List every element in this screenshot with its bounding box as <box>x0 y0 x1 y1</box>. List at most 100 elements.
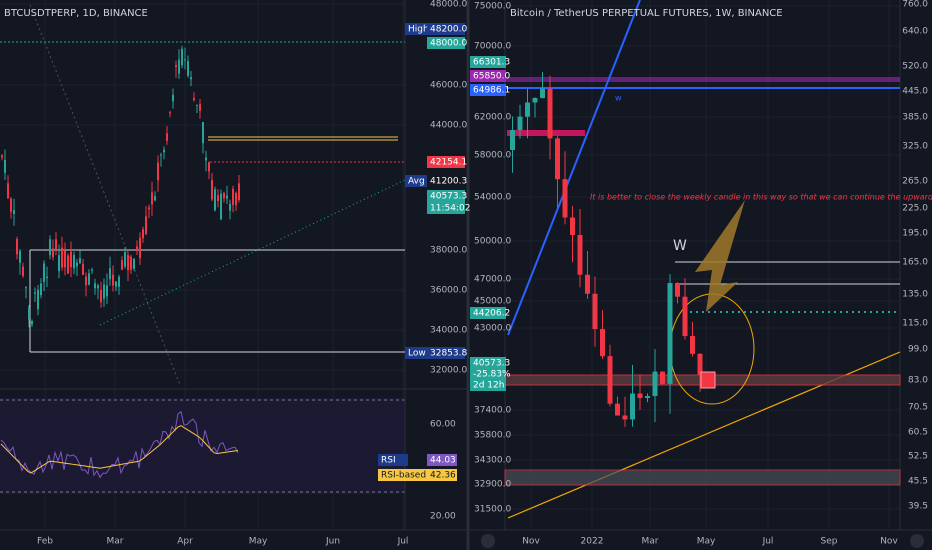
candle <box>1 155 3 158</box>
candle <box>555 138 560 180</box>
candle <box>163 149 165 153</box>
badge-value: 40573.3 <box>430 192 467 202</box>
countdown: 2d 12h <box>473 381 504 391</box>
rsi-ma-name: RSI-based MA <box>381 471 444 481</box>
right-axis-label: 195.0 <box>902 229 928 239</box>
candle <box>166 133 168 141</box>
right-axis-label: 445.0 <box>902 87 928 97</box>
candle <box>600 329 605 357</box>
rsi-value-bg <box>427 454 457 466</box>
candle <box>547 88 553 139</box>
candle <box>112 274 114 286</box>
candle <box>7 183 9 199</box>
time-label: Mar <box>107 537 124 547</box>
candle <box>510 130 515 150</box>
candle <box>630 393 635 420</box>
candle <box>667 283 673 384</box>
candle <box>175 65 177 67</box>
price-label: 46000.0 <box>430 81 467 91</box>
arrow <box>695 200 745 312</box>
candle <box>118 276 120 287</box>
price-badge: 44206.2 <box>473 309 510 319</box>
candle <box>622 415 628 420</box>
candle <box>205 157 207 161</box>
candle <box>40 283 42 296</box>
candle <box>592 293 598 330</box>
candle <box>49 239 51 256</box>
candle <box>94 283 96 289</box>
badge-label: Avg <box>408 177 425 187</box>
candle <box>97 285 99 289</box>
time-label: Nov <box>880 537 898 547</box>
candle <box>525 102 530 117</box>
price-badge-bg <box>470 70 506 82</box>
candle <box>217 195 219 202</box>
candle <box>70 251 72 268</box>
candle <box>25 287 27 289</box>
badge-value: 42154.1 <box>430 158 467 168</box>
candle <box>660 371 665 384</box>
candle <box>124 252 126 267</box>
time-label: Jul <box>762 537 774 547</box>
time-label: Jun <box>325 537 340 547</box>
candle <box>181 48 183 66</box>
right-axis-label: 165.0 <box>902 258 928 268</box>
candle <box>637 393 643 399</box>
right-axis-label: 52.5 <box>908 452 928 462</box>
candle <box>172 94 174 102</box>
candle <box>645 396 650 399</box>
candle <box>193 98 195 101</box>
badge-value-bg <box>427 156 465 168</box>
time-label: Nov <box>522 537 540 547</box>
settings-icon[interactable] <box>910 534 924 548</box>
candle <box>58 255 60 272</box>
price-label: 45000.0 <box>474 297 511 307</box>
annotation: It is better to close the weekly candle … <box>590 193 932 202</box>
badge-sub: 11:54:02 <box>430 204 470 214</box>
right-axis-label: 325.0 <box>902 142 928 152</box>
price-label: 47000.0 <box>474 275 511 285</box>
candle <box>214 189 216 211</box>
candle <box>46 276 48 279</box>
left-candles <box>1 45 240 328</box>
badge-value-bg <box>427 175 465 187</box>
candle <box>43 263 45 282</box>
candle <box>115 281 117 287</box>
badge-value-bg <box>427 347 465 359</box>
price-label: 58000.0 <box>474 151 511 161</box>
candle <box>220 193 222 220</box>
candle <box>160 154 162 156</box>
candle <box>190 77 192 80</box>
right-axis-label: 60.5 <box>908 428 928 438</box>
price-label: 32000.0 <box>430 366 467 376</box>
candle <box>10 198 12 212</box>
candle <box>142 229 144 239</box>
candle <box>133 259 135 269</box>
right-axis-label: 385.0 <box>902 113 928 123</box>
price-badge-bg <box>470 307 506 319</box>
time-label: 2022 <box>581 537 604 547</box>
price-badge: 65850.0 <box>473 72 510 82</box>
candle <box>19 251 21 263</box>
zone-purple <box>505 77 900 82</box>
candle <box>238 183 240 201</box>
right-axis-label: 83.0 <box>908 376 928 386</box>
candle <box>226 195 228 199</box>
candle <box>16 238 18 255</box>
price-label: 54000.0 <box>474 193 511 203</box>
right-candles <box>510 72 703 427</box>
zoom-icon[interactable] <box>481 534 495 548</box>
candle <box>52 248 54 258</box>
candle <box>682 296 688 337</box>
candle <box>91 269 93 271</box>
candle <box>151 192 153 205</box>
candle <box>4 160 6 173</box>
price-label: 34300.0 <box>474 456 511 466</box>
right-axis-label: 265.0 <box>902 177 928 187</box>
badge-value-bg <box>427 23 465 35</box>
badge-value: 48000.0 <box>430 39 467 49</box>
rsi-name-bg <box>378 454 408 466</box>
candle <box>223 193 225 199</box>
time-label: Feb <box>37 537 53 547</box>
right-axis-label: 225.0 <box>902 204 928 214</box>
